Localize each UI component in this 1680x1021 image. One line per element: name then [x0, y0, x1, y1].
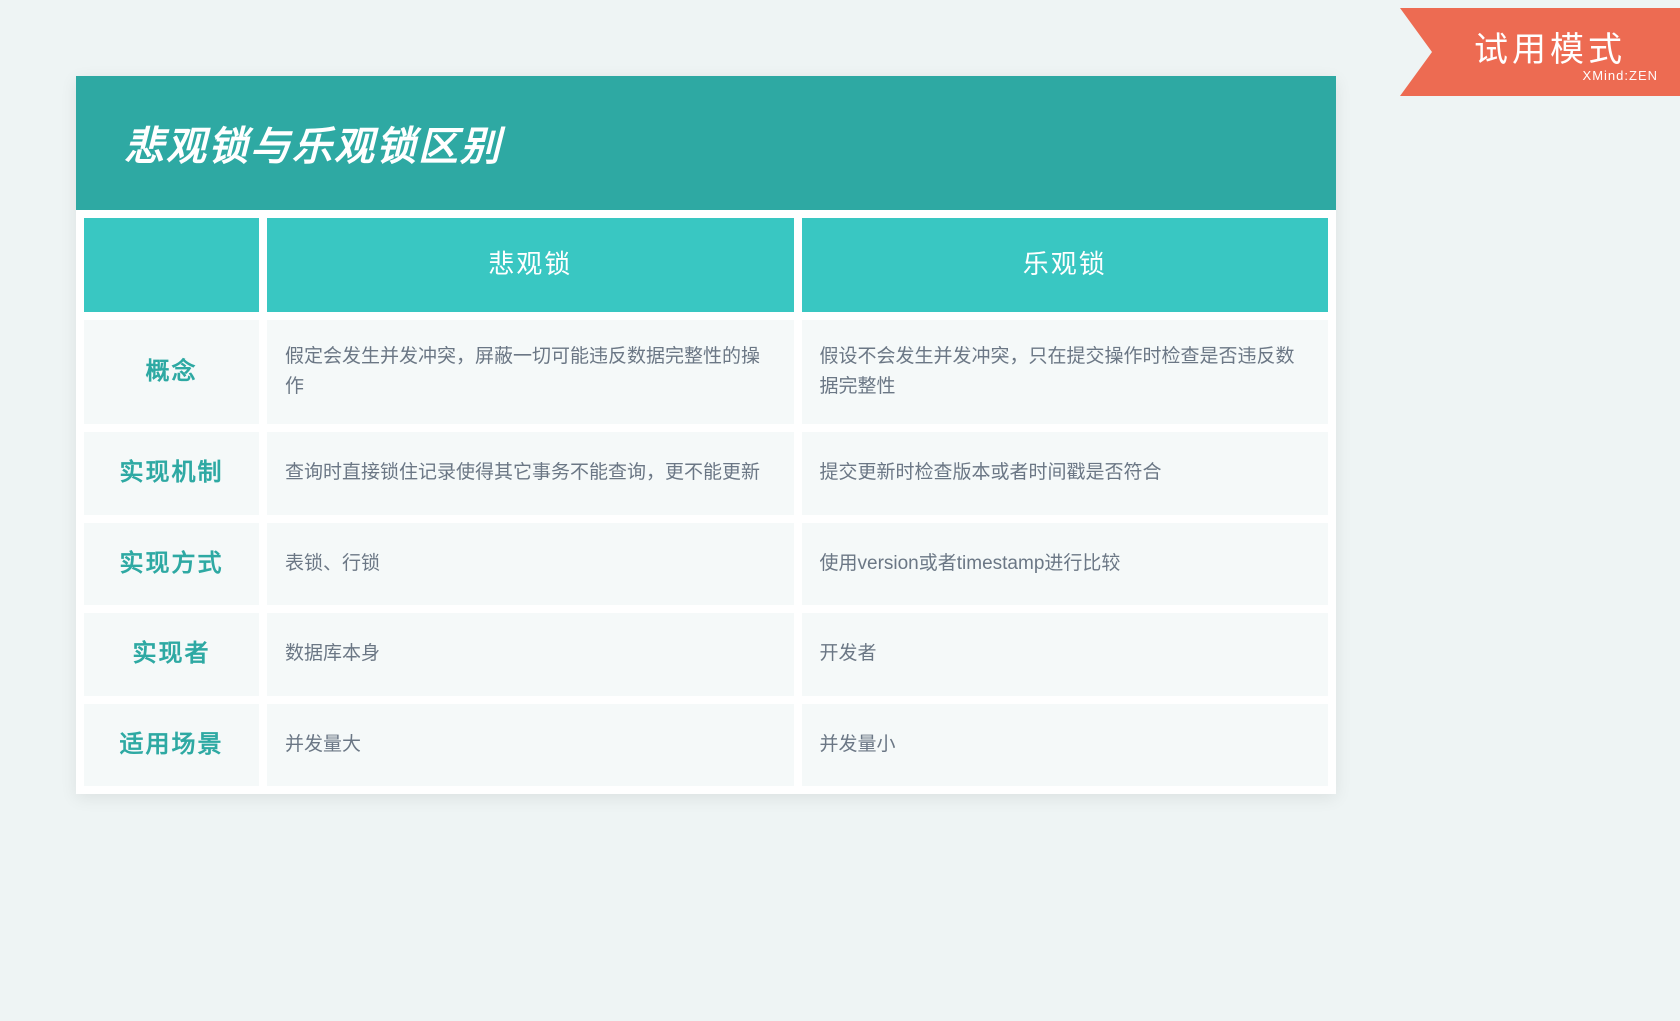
trial-badge: 试用模式 XMind:ZEN [1360, 8, 1680, 96]
comparison-table: 悲观锁 乐观锁 概念 假定会发生并发冲突，屏蔽一切可能违反数据完整性的操作 假设… [76, 210, 1336, 794]
cell-scenario-pessimistic: 并发量大 [267, 704, 794, 786]
brand-bold: XMind: [1583, 68, 1629, 83]
cell-mechanism-optimistic: 提交更新时检查版本或者时间戳是否符合 [802, 432, 1329, 514]
cell-scenario-optimistic: 并发量小 [802, 704, 1329, 786]
cell-method-optimistic: 使用version或者timestamp进行比较 [802, 523, 1329, 605]
trial-badge-label: 试用模式 [1430, 22, 1670, 71]
cell-concept-pessimistic: 假定会发生并发冲突，屏蔽一切可能违反数据完整性的操作 [267, 320, 794, 425]
card-title: 悲观锁与乐观锁区别 [76, 76, 1336, 210]
trial-badge-brand: XMind:ZEN [1583, 68, 1658, 83]
table-header-blank [84, 218, 259, 312]
brand-thin: ZEN [1629, 68, 1658, 83]
row-label-scenario: 适用场景 [84, 704, 259, 786]
row-label-concept: 概念 [84, 320, 259, 425]
comparison-card: 悲观锁与乐观锁区别 悲观锁 乐观锁 概念 假定会发生并发冲突，屏蔽一切可能违反数… [76, 76, 1336, 794]
row-label-implementer: 实现者 [84, 613, 259, 695]
row-label-mechanism: 实现机制 [84, 432, 259, 514]
cell-implementer-optimistic: 开发者 [802, 613, 1329, 695]
cell-concept-optimistic: 假设不会发生并发冲突，只在提交操作时检查是否违反数据完整性 [802, 320, 1329, 425]
cell-implementer-pessimistic: 数据库本身 [267, 613, 794, 695]
cell-method-pessimistic: 表锁、行锁 [267, 523, 794, 605]
column-header-pessimistic: 悲观锁 [267, 218, 794, 312]
column-header-optimistic: 乐观锁 [802, 218, 1329, 312]
cell-mechanism-pessimistic: 查询时直接锁住记录使得其它事务不能查询，更不能更新 [267, 432, 794, 514]
row-label-method: 实现方式 [84, 523, 259, 605]
